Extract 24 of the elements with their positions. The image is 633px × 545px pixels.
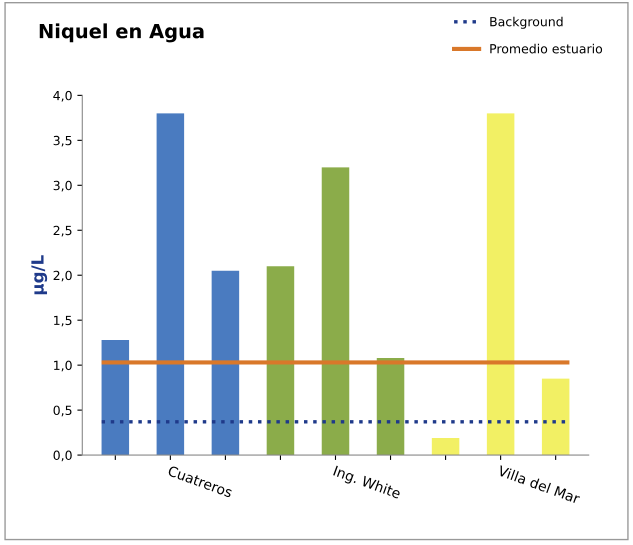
y-tick-label: 3,5 — [54, 136, 72, 147]
bar — [266, 266, 294, 456]
bar — [102, 340, 130, 456]
y-tick-label: 0,0 — [54, 450, 72, 462]
y-tick-label: 4,0 — [53, 90, 72, 102]
legend-label: Promedio estuario — [490, 44, 602, 54]
y-tick-label: 2,0 — [54, 270, 72, 282]
x-tick-label: Ing. White — [332, 465, 402, 502]
x-tick-label: Villa del Mar — [497, 464, 581, 504]
y-axis-title: μg/L — [31, 255, 48, 294]
bar — [542, 378, 570, 456]
bar — [212, 270, 240, 456]
bar — [376, 358, 404, 456]
y-tick-label: 3,0 — [54, 180, 72, 192]
y-tick-label: 2,5 — [54, 226, 72, 236]
bar — [156, 113, 184, 456]
y-tick-label: 0,5 — [54, 406, 72, 416]
bar — [486, 113, 514, 456]
y-tick-label: 1,0 — [54, 360, 72, 372]
legend-label: Background — [490, 16, 563, 29]
bar — [432, 438, 460, 456]
bar — [322, 167, 350, 456]
chart-title: Niquel en Agua — [40, 23, 204, 42]
y-tick-label: 1,5 — [54, 316, 72, 326]
